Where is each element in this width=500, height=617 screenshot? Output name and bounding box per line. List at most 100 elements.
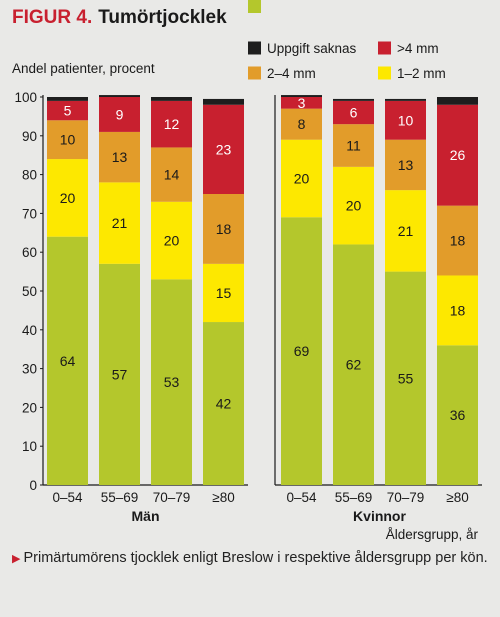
bar-segment-gt4: [385, 100, 426, 140]
data-label: 20: [60, 190, 76, 206]
data-label: 6: [350, 105, 358, 121]
data-label: 36: [450, 407, 466, 423]
data-label: 3: [298, 95, 306, 111]
legend-swatch-gt4: [378, 41, 391, 55]
data-label: 13: [112, 149, 128, 165]
bar-segment-gt4: [437, 104, 478, 206]
legend-swatch-missing: [248, 41, 261, 55]
legend-label-lt1: <1 mm: [267, 0, 309, 3]
data-label: 26: [450, 147, 466, 163]
bar-segment-gt4: [47, 100, 88, 121]
legend-label-missing: Uppgift saknas: [267, 41, 357, 56]
bar-segment-lt1: [151, 279, 192, 485]
bar-segment-missing: [281, 95, 322, 97]
bar-segment-2to4: [151, 147, 192, 202]
x-tick-label: 55–69: [101, 490, 139, 505]
figure-caption: ▶ Primärtumörens tjocklek enligt Breslow …: [12, 548, 490, 569]
bar-segment-gt4: [281, 97, 322, 109]
bar-segment-lt1: [203, 322, 244, 485]
y-tick-label: 10: [22, 439, 37, 454]
y-tick-label: 90: [22, 129, 37, 144]
data-label: 10: [60, 132, 76, 148]
bar-segment-1to2: [281, 139, 322, 218]
y-tick-label: 20: [22, 400, 37, 415]
caption-arrow-icon: ▶: [12, 553, 21, 565]
bar-segment-1to2: [47, 159, 88, 237]
bar-segment-2to4: [437, 205, 478, 276]
y-tick-label: 0: [29, 478, 37, 493]
bar-segment-missing: [437, 97, 478, 105]
data-label: 18: [216, 221, 232, 237]
x-tick-label: 55–69: [335, 490, 373, 505]
data-label: 23: [216, 141, 232, 157]
data-label: 62: [346, 357, 362, 373]
group-label: Kvinnor: [353, 508, 406, 524]
y-tick-label: 60: [22, 245, 37, 260]
data-label: 20: [346, 198, 362, 214]
bar-segment-missing: [203, 98, 244, 105]
x-tick-label: 0–54: [52, 490, 83, 505]
bar-segment-1to2: [203, 263, 244, 323]
bar-segment-gt4: [151, 100, 192, 148]
data-label: 18: [450, 233, 466, 249]
bar-segment-2to4: [333, 124, 374, 167]
data-label: 64: [60, 353, 76, 369]
data-label: 18: [450, 302, 466, 318]
data-label: 21: [112, 215, 128, 231]
data-label: 69: [294, 343, 310, 359]
x-tick-label: 0–54: [286, 490, 317, 505]
data-label: 15: [216, 285, 232, 301]
bar-segment-1to2: [333, 166, 374, 245]
stacked-bar-chart: Andel patienter, procent 0 10 20 30 40 50 60 70 8…: [12, 0, 482, 542]
figure-label: FIGUR 4.: [12, 7, 93, 28]
data-label: 20: [164, 233, 180, 249]
data-label: 12: [164, 116, 180, 132]
data-label: 42: [216, 396, 232, 412]
legend-swatch-1to2: [378, 66, 391, 80]
legend-label-1to2: 1–2 mm: [397, 66, 446, 81]
bar-segment-lt1: [99, 263, 140, 485]
data-label: 20: [294, 170, 310, 186]
bar-segment-1to2: [437, 275, 478, 346]
y-tick-label: 70: [22, 206, 37, 221]
legend-label-2to4: 2–4 mm: [267, 66, 316, 81]
y-axis-label: Andel patienter, procent: [12, 61, 155, 76]
data-label: 10: [398, 112, 414, 128]
data-label: 14: [164, 167, 180, 183]
bar-segment-2to4: [203, 194, 244, 264]
bar-segment-lt1: [47, 236, 88, 485]
data-label: 11: [346, 138, 361, 154]
bar-segment-gt4: [99, 97, 140, 132]
data-label: 55: [398, 370, 414, 386]
bar-segment-missing: [99, 95, 140, 97]
bar-segment-lt1: [281, 217, 322, 485]
bar-segment-1to2: [385, 190, 426, 272]
group-label: Män: [132, 508, 160, 524]
data-label: 9: [116, 106, 124, 122]
bar-segment-1to2: [151, 201, 192, 280]
x-tick-label: 70–79: [153, 490, 191, 505]
y-tick-label: 100: [14, 90, 37, 105]
figure-header: FIGUR 4. Tumörtjocklek: [12, 7, 227, 29]
data-label: 53: [164, 374, 180, 390]
y-tick-label: 40: [22, 323, 37, 338]
legend-swatch-2to4: [248, 66, 261, 80]
bar-segment-2to4: [99, 131, 140, 183]
x-tick-label: 70–79: [387, 490, 425, 505]
bar-segment-gt4: [333, 100, 374, 125]
bar-segment-2to4: [385, 139, 426, 191]
bar-segment-1to2: [99, 182, 140, 264]
caption-text: Primärtumörens tjocklek enligt Breslow i…: [23, 550, 488, 566]
data-label: 21: [398, 223, 414, 239]
figure-title: Tumörtjocklek: [98, 7, 227, 28]
y-tick-label: 30: [22, 362, 37, 377]
y-tick-label: 80: [22, 168, 37, 183]
bar-segment-lt1: [333, 244, 374, 485]
bar-segment-2to4: [47, 120, 88, 160]
legend-label-gt4: >4 mm: [397, 41, 439, 56]
bar-segment-2to4: [281, 108, 322, 140]
bar-segment-missing: [47, 97, 88, 101]
x-tick-label: ≥80: [446, 490, 468, 505]
data-label: 57: [112, 366, 128, 382]
data-label: 13: [398, 157, 414, 173]
